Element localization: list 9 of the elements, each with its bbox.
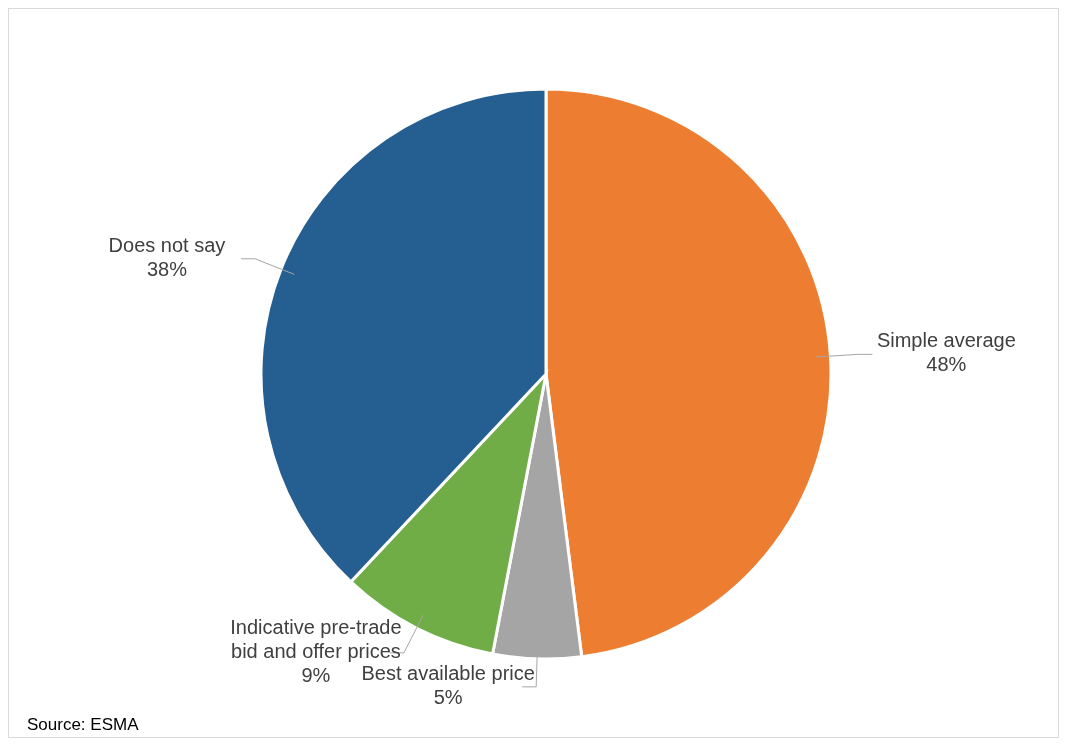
data-label: 48%: [926, 353, 967, 376]
source-note: Source: ESMA: [27, 715, 139, 735]
data-label: 9%: [301, 664, 331, 687]
slice-label: Simple average: [876, 329, 1016, 352]
slice-label: Does not say: [108, 234, 226, 257]
data-label: 38%: [146, 258, 188, 281]
slice-label: Best available price: [361, 662, 535, 685]
slice-label: Indicative pre-trade bid and offer prices: [230, 616, 402, 663]
data-label: 5%: [433, 686, 463, 709]
